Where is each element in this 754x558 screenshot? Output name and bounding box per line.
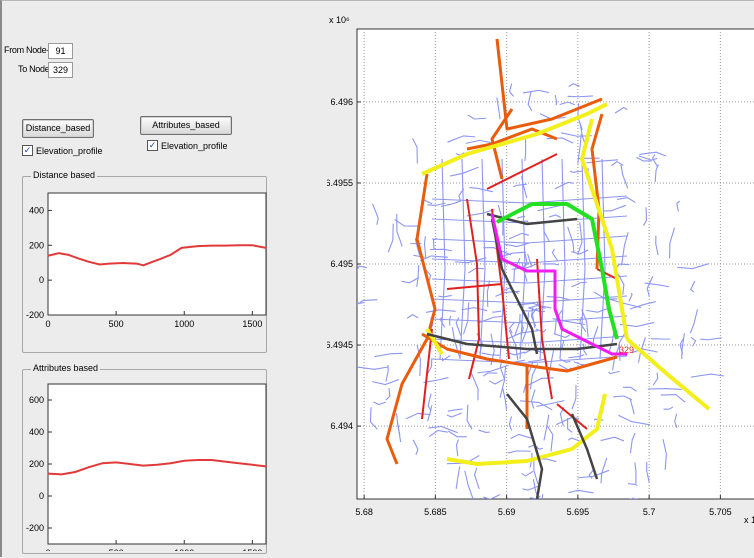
y-tick-label: 200 [29,240,44,250]
y-tick-label: 6.4955 [327,178,353,188]
x-tick-label: 1500 [242,548,262,551]
elevation-point [211,459,212,460]
attributes-panel-title: Attributes based [31,363,100,373]
elevation-point [88,467,89,468]
check-icon: ✓ [147,140,158,151]
x-tick-label: 500 [109,548,124,551]
distance-panel-title: Distance based [31,170,97,180]
attributes-based-button[interactable]: Attributes_based [140,116,232,135]
y-tick-label: 400 [29,205,44,215]
plot-area [48,193,266,315]
elevation-point [61,474,62,475]
x-tick-label: 5.7 [643,507,656,517]
street-segment [526,503,527,518]
street-segment [545,518,570,522]
y-tick-label: 0 [39,275,44,285]
elevation-point [58,253,59,254]
to-node-input[interactable]: 329 [48,62,73,78]
attributes-profile-chart: 0 500 1000 1500 600 400 200 0 -200 [22,376,267,551]
y-tick-label: 600 [29,395,44,405]
elevation-point [252,464,253,465]
distance-elevation-checkbox[interactable]: ✓ Elevation_profile [22,145,103,156]
elevation-point [47,255,48,256]
distance-elevation-label: Elevation_profile [36,146,103,156]
y-tick-label: 400 [29,427,44,437]
x-tick-label: 1500 [242,319,262,329]
y-tick-label: 6.494 [330,421,353,431]
elevation-point [156,464,157,465]
elevation-point [170,254,171,255]
street-segment [543,504,546,516]
elevation-point [88,261,89,262]
elevation-point [238,463,239,464]
x-tick-label: 0 [45,319,50,329]
x-tick-label: 1000 [174,319,194,329]
street-segment [479,497,485,521]
elevation-point [225,461,226,462]
x-tick-label: 500 [109,319,124,329]
elevation-point [129,463,130,464]
y-tick-label: 6.4945 [327,340,353,350]
y-tick-label: 6.495 [330,259,353,269]
elevation-point [102,463,103,464]
elevation-point [109,263,110,264]
y-tick-label: 6.496 [330,97,353,107]
y-tick-label: -200 [26,310,44,320]
elevation-point [143,465,144,466]
x-tick-label: 5.69 [498,507,516,517]
elevation-point [159,259,160,260]
elevation-point [170,463,171,464]
street-segment [477,528,479,554]
distance-based-button[interactable]: Distance_based [22,119,94,138]
elevation-point [122,262,123,263]
elevation-point [197,246,198,247]
x-tick-label: 5.705 [709,507,732,517]
elevation-point [75,471,76,472]
elevation-point [211,245,212,246]
elevation-point [99,264,100,265]
x-exponent-label: x 10⁵ [744,515,754,525]
attributes-elevation-label: Elevation_profile [161,141,228,151]
check-icon: ✓ [22,145,33,156]
x-tick-label: 1000 [174,548,194,551]
elevation-point [181,247,182,248]
x-tick-label: 5.695 [567,507,590,517]
elevation-point [77,258,78,259]
attributes-elevation-checkbox[interactable]: ✓ Elevation_profile [147,140,228,151]
elevation-point [68,254,69,255]
elevation-point [252,245,253,246]
elevation-point [265,466,266,467]
elevation-point [116,462,117,463]
street-segment [487,523,503,524]
elevation-point [265,247,266,248]
elevation-point [47,473,48,474]
elevation-point [150,262,151,263]
street-segment [536,530,537,544]
y-tick-label: 200 [29,459,44,469]
y-tick-label: 0 [39,491,44,501]
x-tick-label: 5.68 [355,507,373,517]
elevation-point [143,265,144,266]
y-exponent-label: x 10⁶ [329,15,350,25]
elevation-point [197,459,198,460]
x-tick-label: 0 [45,548,50,551]
street-segment [578,522,603,526]
y-tick-label: -200 [26,523,44,533]
elevation-point [238,245,239,246]
elevation-point [184,460,185,461]
from-node-input[interactable]: 91 [48,43,73,59]
elevation-point [225,245,226,246]
route-map-chart: 5.68 5.685 5.69 5.695 5.7 5.705 6.496 6.4955 6.4… [327,9,754,558]
x-tick-label: 5.685 [424,507,447,517]
elevation-point [136,263,137,264]
street-segment [475,518,498,523]
end-node-label: 329 [619,345,634,355]
